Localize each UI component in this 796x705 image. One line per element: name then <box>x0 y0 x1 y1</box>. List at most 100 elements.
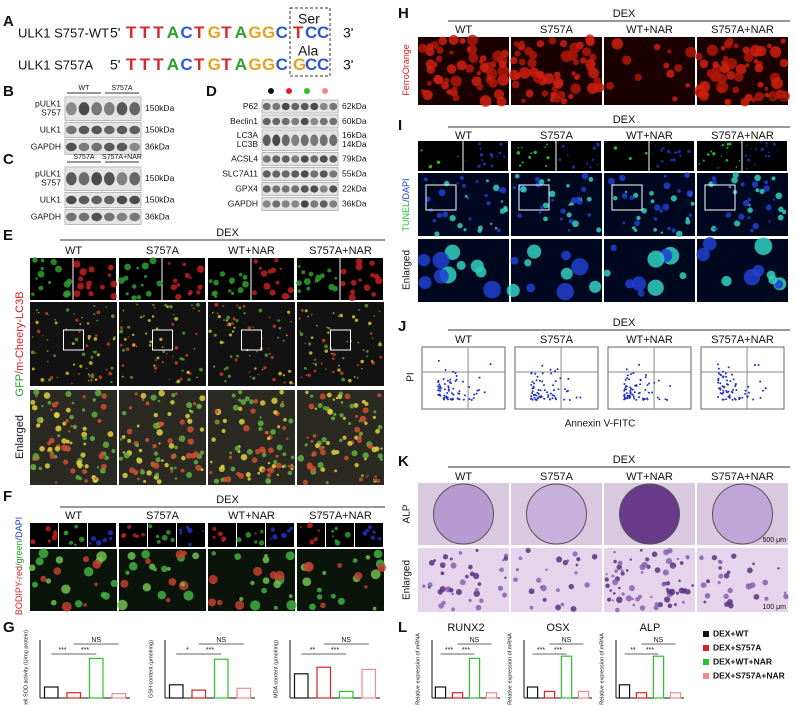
micrograph-dot <box>290 321 292 323</box>
micrograph-dot <box>141 398 145 401</box>
micrograph-dot <box>344 393 351 400</box>
micrograph-dot <box>38 285 44 291</box>
micrograph-dot <box>50 408 53 411</box>
micrograph-dot <box>754 174 761 182</box>
flow-event <box>541 372 544 375</box>
micrograph-dot <box>755 188 760 193</box>
well <box>712 483 773 545</box>
micrograph-dot <box>121 435 126 439</box>
micrograph-dot <box>653 228 658 232</box>
micrograph-dot <box>94 582 98 587</box>
well <box>433 483 494 545</box>
micrograph-dot <box>542 597 547 602</box>
micrograph-dot <box>653 217 658 221</box>
micrograph-dot <box>373 475 378 480</box>
micrograph-dot <box>704 593 711 599</box>
group-label: WT <box>65 510 82 522</box>
flow-event <box>473 393 476 396</box>
micrograph-dot <box>267 269 273 274</box>
micrograph-dot <box>225 366 229 370</box>
sequence: TCC <box>293 23 329 42</box>
micrograph-dot <box>497 188 501 192</box>
micrograph-dot <box>596 163 599 166</box>
micrograph-dot <box>166 530 171 535</box>
micrograph-dot <box>302 479 309 486</box>
micrograph-dot <box>339 313 343 318</box>
micrograph-dot <box>35 394 38 398</box>
kda-label: 36kDa <box>145 141 170 151</box>
micrograph-dot <box>290 463 294 467</box>
micrograph-dot <box>268 352 271 355</box>
flow-event <box>757 364 760 367</box>
micrograph-dot <box>99 467 106 474</box>
protein-label: ULK1 <box>40 194 62 204</box>
significance: *** <box>537 647 545 654</box>
micrograph <box>511 141 556 171</box>
micrograph-dot <box>110 280 118 288</box>
flow-event <box>734 385 737 388</box>
micrograph-dot <box>187 438 194 445</box>
micrograph-dot <box>712 180 717 185</box>
micrograph-dot <box>275 280 280 285</box>
micrograph-dot <box>223 318 226 321</box>
micrograph-dot <box>47 446 53 452</box>
micrograph-dot <box>31 404 38 411</box>
flow-event <box>555 398 558 401</box>
micrograph-dot <box>457 222 463 229</box>
micrograph-dot <box>212 526 217 531</box>
micrograph-dot <box>753 59 759 64</box>
micrograph-dot <box>179 377 183 381</box>
micrograph-dot <box>423 177 428 182</box>
legend-marker <box>703 673 709 679</box>
bar <box>293 673 309 699</box>
micrograph-dot <box>366 355 369 358</box>
flow-event <box>554 370 557 373</box>
micrograph-dot <box>559 217 563 221</box>
flow-event <box>534 372 537 375</box>
micrograph-dot <box>155 457 161 463</box>
bar <box>669 692 682 699</box>
micrograph-dot <box>596 227 602 233</box>
micrograph-dot <box>31 336 34 338</box>
micrograph-dot <box>327 331 330 334</box>
micrograph-dot <box>219 271 226 277</box>
micrograph-dot <box>476 83 484 91</box>
micrograph-dot <box>654 145 657 147</box>
blot-band <box>272 200 281 208</box>
micrograph-dot <box>567 49 578 61</box>
micrograph-dot <box>83 442 87 446</box>
micrograph-dot <box>82 408 86 412</box>
micrograph-dot <box>355 258 363 265</box>
micrograph-dot <box>667 49 672 54</box>
micrograph-dot <box>281 292 289 300</box>
panel-letter: J <box>398 318 406 335</box>
micrograph-dot <box>301 270 306 275</box>
micrograph-dot <box>571 258 589 276</box>
micrograph-dot <box>562 559 568 566</box>
micrograph-dot <box>511 80 520 89</box>
micrograph-dot <box>751 97 757 103</box>
flow-event <box>623 396 626 399</box>
micrograph-dot <box>121 364 125 367</box>
micrograph-dot <box>65 407 71 413</box>
legend-label: DEX+S757A <box>713 642 761 652</box>
micrograph-dot <box>261 368 264 371</box>
micrograph-dot <box>174 466 177 470</box>
micrograph-dot <box>98 375 103 380</box>
flow-event <box>625 368 628 371</box>
micrograph-dot <box>508 69 520 81</box>
micrograph-dot <box>172 314 175 316</box>
bar <box>236 687 252 699</box>
significance: ** <box>630 647 636 654</box>
blot-band <box>66 125 77 135</box>
micrograph-dot <box>656 164 660 168</box>
micrograph-dot <box>377 393 382 398</box>
micrograph-dot <box>665 557 673 565</box>
micrograph-dot <box>140 316 143 319</box>
micrograph-dot <box>38 548 49 559</box>
blot-band <box>329 102 338 111</box>
micrograph-dot <box>629 558 632 561</box>
micrograph-dot <box>466 196 470 200</box>
micrograph-dot <box>192 307 195 310</box>
micrograph-dot <box>494 226 498 230</box>
